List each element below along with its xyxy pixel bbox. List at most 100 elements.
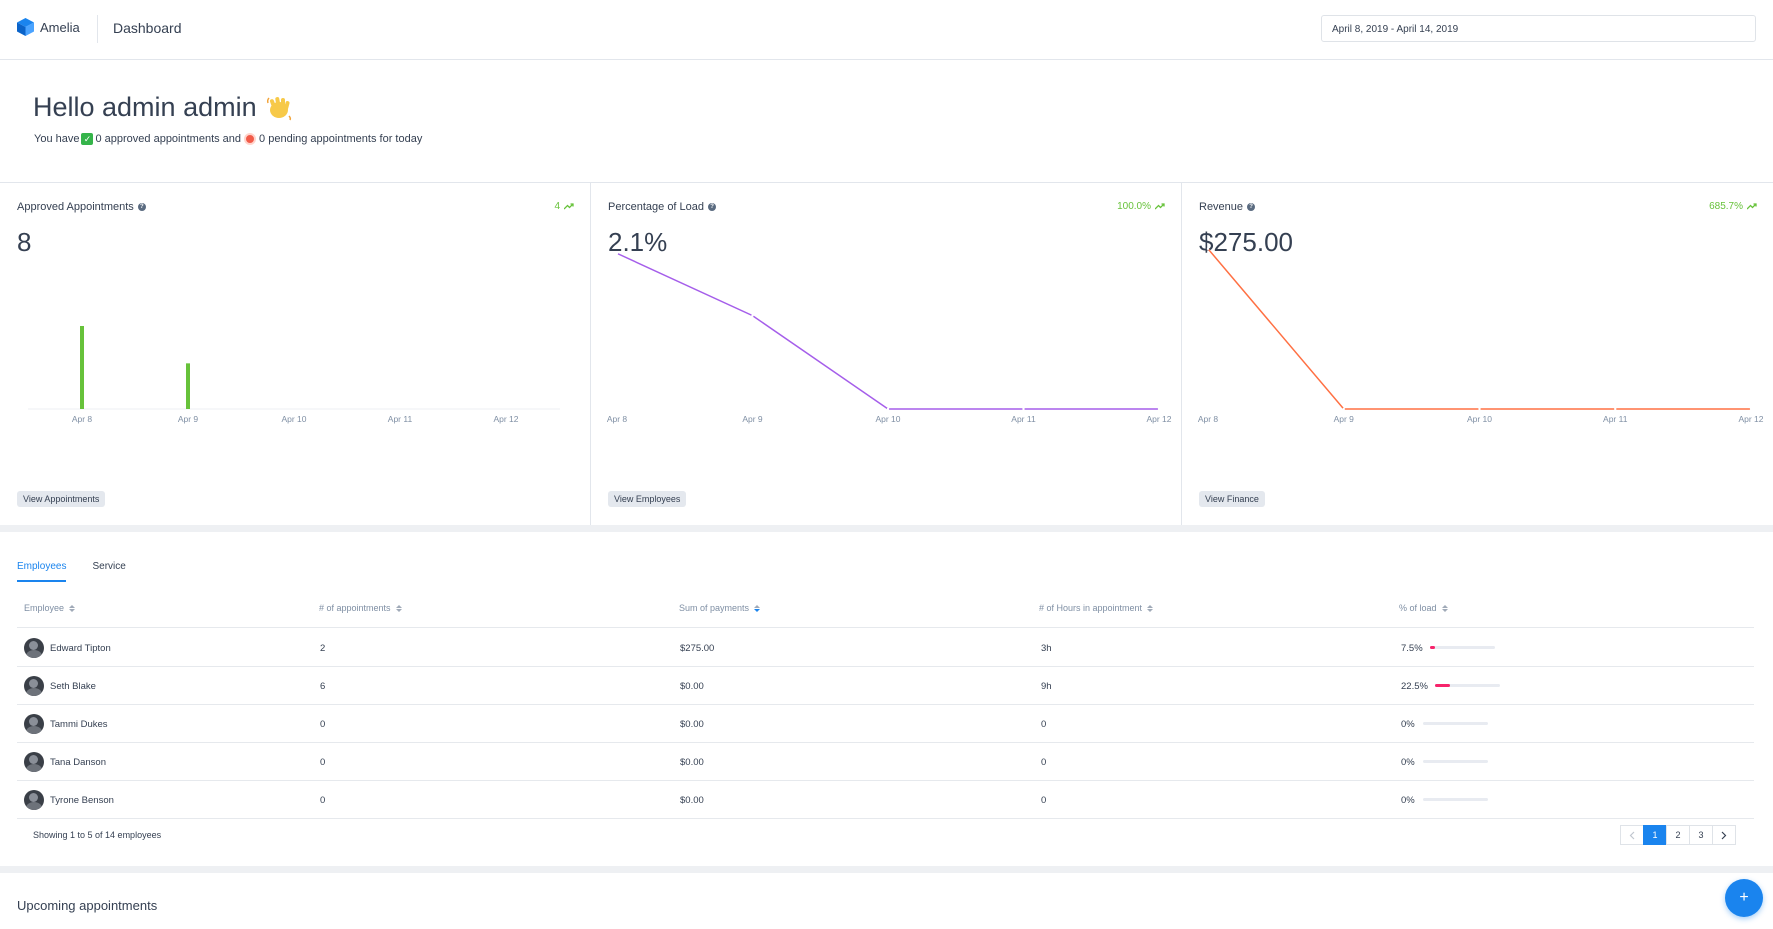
data-point[interactable] bbox=[1749, 407, 1753, 411]
data-point[interactable] bbox=[1614, 407, 1617, 411]
table-row[interactable]: Tana Danson 0 $0.00 0 0% bbox=[17, 743, 1754, 781]
trend-up-icon bbox=[1747, 203, 1757, 210]
data-point[interactable] bbox=[1342, 407, 1345, 411]
view-appointments-button[interactable]: View Appointments bbox=[17, 491, 106, 507]
avatar bbox=[24, 752, 44, 772]
table-row[interactable]: Edward Tipton 2 $275.00 3h 7.5% bbox=[17, 629, 1754, 667]
sort-icon[interactable] bbox=[1147, 604, 1154, 612]
data-point[interactable] bbox=[1478, 407, 1481, 411]
table-row[interactable]: Tyrone Benson 0 $0.00 0 0% bbox=[17, 781, 1754, 819]
pagination-summary: Showing 1 to 5 of 14 employees bbox=[33, 830, 162, 840]
x-tick-label: Apr 12 bbox=[493, 414, 518, 424]
trend-value: 4 bbox=[554, 201, 560, 212]
table-row[interactable]: Tammi Dukes 0 $0.00 0 0% bbox=[17, 705, 1754, 743]
greeting-panel: Hello admin admin You have ✓ 0 approved … bbox=[0, 60, 1773, 183]
top-bar: Amelia Dashboard April 8, 2019 - April 1… bbox=[0, 0, 1773, 60]
column-label: # of appointments bbox=[319, 603, 391, 613]
data-point[interactable] bbox=[615, 252, 619, 255]
x-tick-label: Apr 8 bbox=[1198, 414, 1219, 424]
table-row[interactable]: Seth Blake 6 $0.00 9h 22.5% bbox=[17, 667, 1754, 705]
next-page-button[interactable] bbox=[1712, 825, 1736, 845]
help-icon[interactable]: ? bbox=[137, 203, 146, 211]
employee-name: Tana Danson bbox=[50, 756, 106, 768]
tab-service[interactable]: Service bbox=[92, 561, 126, 572]
employee-cell: Tana Danson bbox=[24, 752, 106, 772]
view-employees-button[interactable]: View Employees bbox=[608, 491, 687, 507]
page-button[interactable]: 2 bbox=[1666, 825, 1690, 845]
section-separator bbox=[0, 525, 1773, 532]
load-line-chart: Apr 8 Apr 9 Apr 10 Apr 11 Apr 12 bbox=[607, 252, 1172, 424]
employee-cell: Edward Tipton bbox=[24, 638, 111, 658]
payments-cell: $0.00 bbox=[680, 719, 704, 730]
employee-cell: Tammi Dukes bbox=[24, 714, 108, 734]
section-separator bbox=[0, 866, 1773, 873]
x-tick-label: Apr 9 bbox=[742, 414, 763, 424]
appointments-bar-chart: Apr 8 Apr 9 Apr 10 Apr 11 Apr 12 bbox=[28, 326, 560, 424]
trend-up-icon bbox=[1155, 203, 1165, 210]
column-payments[interactable]: Sum of payments bbox=[679, 603, 761, 613]
data-point[interactable] bbox=[886, 407, 890, 411]
data-point[interactable] bbox=[1022, 407, 1025, 411]
column-employee[interactable]: Employee bbox=[24, 603, 76, 613]
date-range-picker[interactable]: April 8, 2019 - April 14, 2019 bbox=[1321, 15, 1756, 42]
avatar bbox=[24, 638, 44, 658]
card-title-text: Percentage of Load bbox=[608, 201, 705, 213]
bar[interactable] bbox=[80, 326, 84, 409]
appointments-cell: 0 bbox=[320, 795, 326, 806]
column-label: Sum of payments bbox=[679, 603, 750, 613]
payments-cell: $275.00 bbox=[680, 643, 715, 654]
sort-icon[interactable] bbox=[69, 604, 76, 612]
view-finance-button[interactable]: View Finance bbox=[1199, 491, 1265, 507]
load-progress-bar bbox=[1430, 646, 1495, 649]
trend-indicator: 685.7% bbox=[1709, 201, 1757, 212]
sort-active-icon[interactable] bbox=[754, 604, 761, 612]
hours-cell: 0 bbox=[1041, 719, 1047, 730]
column-label: Employee bbox=[24, 603, 65, 613]
trend-value: 100.0% bbox=[1117, 201, 1151, 212]
help-icon[interactable]: ? bbox=[708, 203, 717, 211]
column-hours[interactable]: # of Hours in appointment bbox=[1039, 603, 1154, 613]
employee-cell: Tyrone Benson bbox=[24, 790, 114, 810]
appointments-cell: 2 bbox=[320, 643, 326, 654]
brand-name: Amelia bbox=[40, 19, 80, 35]
card-title: Revenue ? bbox=[1199, 201, 1256, 213]
trend-value: 685.7% bbox=[1709, 201, 1743, 212]
employee-name: Edward Tipton bbox=[50, 642, 111, 654]
trend-indicator: 100.0% bbox=[1117, 201, 1165, 212]
page-button[interactable]: 3 bbox=[1689, 825, 1713, 845]
percentage-of-load-card: Percentage of Load ? 100.0% 2.1% Apr 8 Ap… bbox=[591, 183, 1181, 525]
appointments-cell: 6 bbox=[320, 681, 326, 692]
brand[interactable]: Amelia bbox=[17, 18, 80, 36]
load-cell: 0% bbox=[1401, 795, 1415, 806]
waving-hand-icon bbox=[265, 94, 293, 122]
x-tick-label: Apr 8 bbox=[72, 414, 93, 424]
employee-name: Tyrone Benson bbox=[50, 794, 114, 806]
approved-count: 8 bbox=[17, 227, 32, 257]
card-title-text: Revenue bbox=[1199, 201, 1244, 213]
greeting-summary: You have ✓ 0 approved appointments and 0… bbox=[34, 133, 422, 145]
sort-icon[interactable] bbox=[395, 604, 402, 612]
avatar bbox=[24, 676, 44, 696]
appointments-cell: 0 bbox=[320, 757, 326, 768]
series-line bbox=[1207, 248, 1751, 410]
page-button[interactable]: 1 bbox=[1643, 825, 1667, 845]
card-title-text: Approved Appointments bbox=[17, 201, 134, 213]
data-point[interactable] bbox=[751, 314, 754, 317]
help-icon[interactable]: ? bbox=[1247, 203, 1256, 211]
bar[interactable] bbox=[186, 363, 190, 409]
sort-icon[interactable] bbox=[1441, 604, 1448, 612]
page-title: Dashboard bbox=[113, 20, 182, 36]
tab-employees[interactable]: Employees bbox=[17, 561, 67, 582]
pagination: 1 2 3 bbox=[1620, 825, 1736, 845]
x-tick-label: Apr 10 bbox=[875, 414, 900, 424]
greeting-text: Hello admin admin bbox=[33, 92, 257, 122]
column-appointments[interactable]: # of appointments bbox=[319, 603, 402, 613]
column-load[interactable]: % of load bbox=[1399, 603, 1448, 613]
card-divider bbox=[1181, 183, 1182, 525]
payments-cell: $0.00 bbox=[680, 757, 704, 768]
prev-page-button[interactable] bbox=[1620, 825, 1644, 845]
data-point[interactable] bbox=[1157, 407, 1161, 411]
load-progress-bar bbox=[1423, 760, 1488, 763]
add-button[interactable]: + bbox=[1725, 879, 1763, 917]
data-point[interactable] bbox=[1206, 247, 1210, 251]
